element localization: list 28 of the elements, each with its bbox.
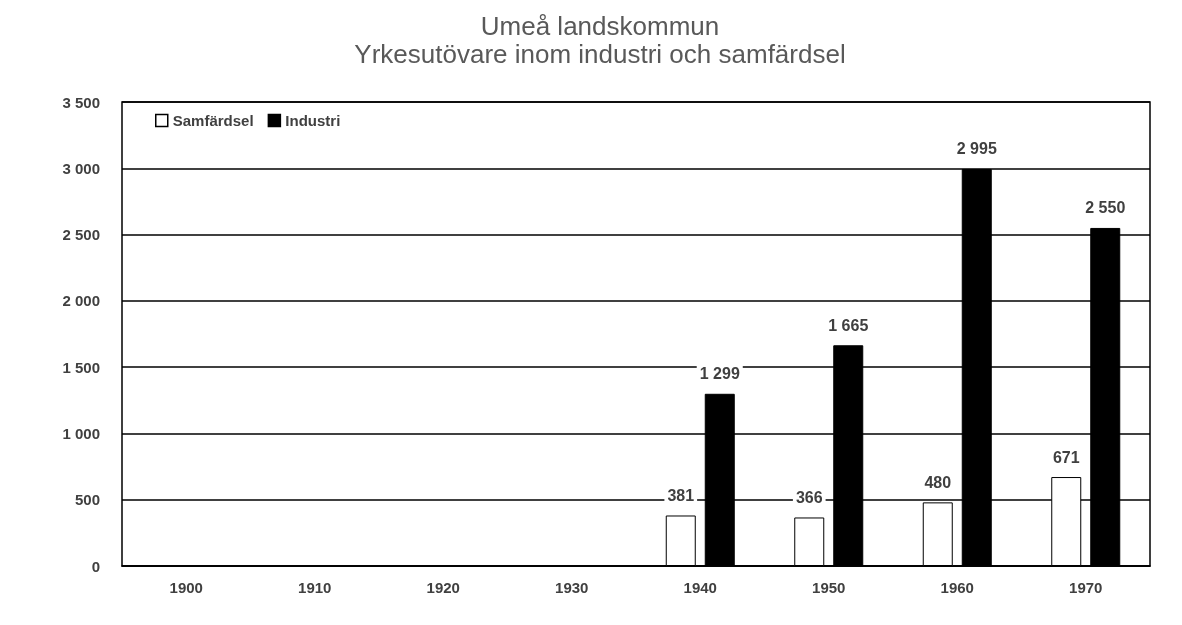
x-tick-label: 1910 (298, 579, 332, 596)
y-tick-label: 2 000 (62, 292, 100, 310)
data-label: 1 299 (699, 365, 740, 383)
x-tick-label: 1970 (1069, 579, 1103, 596)
data-label: 480 (924, 473, 952, 491)
y-tick-label: 1 500 (62, 358, 100, 376)
x-tick-label: 1940 (683, 579, 717, 596)
data-label: 1 665 (828, 316, 869, 334)
legend-label: Industri (285, 112, 341, 129)
y-tick-label: 1 000 (62, 424, 100, 442)
x-tick-label: 1900 (169, 579, 203, 596)
x-tick-label: 1930 (555, 579, 589, 596)
data-label: 2 550 (1085, 199, 1126, 217)
legend-label: Samfärdsel (172, 112, 254, 129)
data-label: 366 (795, 488, 823, 506)
chart-title: Umeå landskommun (480, 11, 720, 41)
y-tick-label: 3 500 (62, 93, 100, 111)
x-tick-label: 1960 (940, 579, 974, 596)
x-tick-label: 1950 (812, 579, 846, 596)
y-tick-label: 0 (91, 557, 100, 575)
x-tick-label: 1920 (426, 579, 460, 596)
data-label: 381 (667, 486, 695, 504)
data-label: 2 995 (956, 140, 997, 158)
y-tick-label: 3 000 (62, 159, 100, 177)
data-label: 671 (1052, 448, 1080, 466)
y-tick-label: 500 (74, 491, 100, 509)
chart-subtitle: Yrkesutövare inom industri och samfärdsel (354, 39, 846, 69)
y-tick-label: 2 500 (62, 226, 100, 244)
